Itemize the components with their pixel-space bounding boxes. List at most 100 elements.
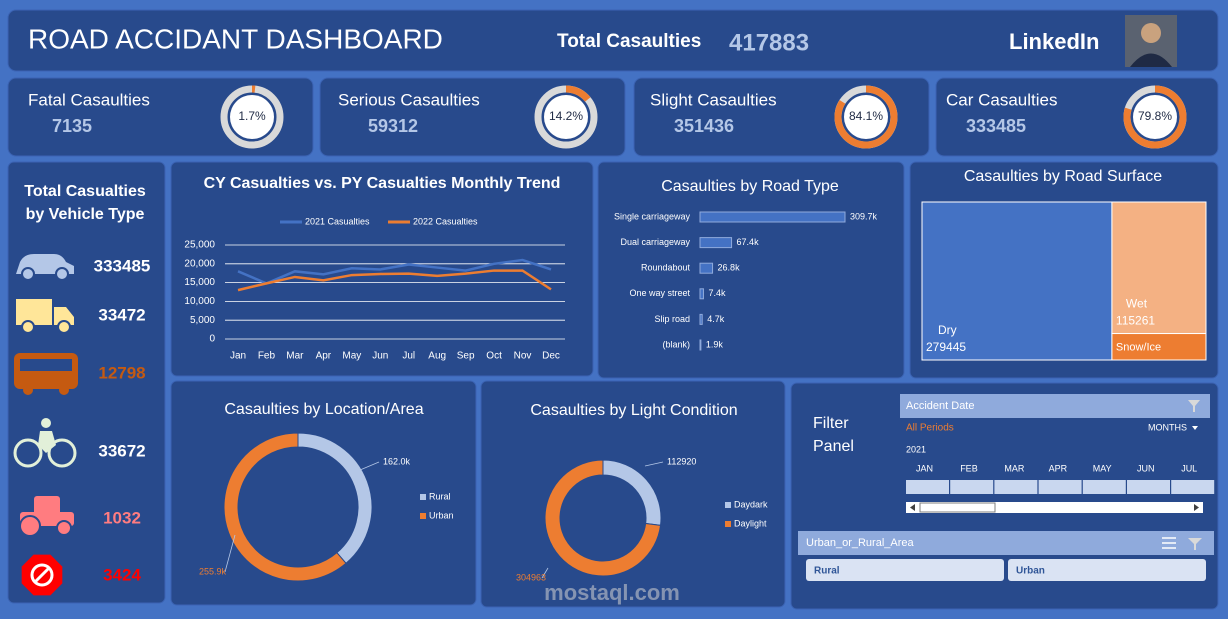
value-label: 4.7k [707,314,725,324]
kpi-value: 7135 [52,116,92,136]
vehicle-value: 33472 [98,305,145,324]
scroll-arrow[interactable] [1194,504,1199,511]
tile-label: Dry [938,323,957,337]
timeline-cell[interactable] [906,480,949,494]
x-tick-label: Apr [316,351,332,362]
legend-swatch [420,513,426,519]
y-tick-label: 10,000 [184,296,215,307]
timeline-header [900,394,1210,418]
watermark: mostaql.com [544,580,680,605]
vehicle-icon [16,299,52,325]
vehicle-icon [47,438,77,468]
kpi-ring [566,85,591,102]
kpi-value: 351436 [674,116,734,136]
legend-swatch [725,521,731,527]
chart-title: Casaulties by Road Type [661,178,839,195]
clear-filter-icon[interactable] [1188,538,1202,550]
slicer-header [798,531,1214,555]
timeline-month: APR [1049,463,1068,473]
vehicle-icon [41,418,51,428]
vehicle-icon [21,320,35,334]
timeline-scrollbar[interactable] [906,502,1203,513]
value-label: 304963 [516,572,546,582]
slicer-option: Rural [814,566,840,577]
leader-line [359,461,380,471]
value-label: 26.8k [718,263,741,273]
vehicle-icon [34,496,60,516]
timeline-scroll-thumb[interactable] [919,502,996,513]
timeline-month: JUN [1137,463,1155,473]
profile-face [1141,23,1161,43]
legend-label: 2021 Casualties [305,216,370,226]
multi-select-icon[interactable] [1162,537,1176,549]
timeline-cell[interactable] [1171,480,1215,494]
vehicle-icon [38,431,56,453]
chart-title: Casaulties by Road Surface [964,168,1162,185]
total-value: 417883 [729,29,809,56]
treemap-tile [1111,333,1207,361]
kpi-label: Serious Casaulties [338,90,480,109]
timeline-level: MONTHS [1148,422,1187,432]
timeline-year: 2021 [906,444,926,454]
kpi-ring-inner [230,95,274,139]
kpi-label: Fatal Casaulties [28,90,150,109]
kpi-ring-inner [844,95,888,139]
series-line [237,258,552,285]
kpi-share: 84.1% [849,109,883,123]
vehicle-icon [30,563,54,587]
bar [699,313,703,325]
value-label: 67.4k [737,237,760,247]
timeline-month: JUL [1181,463,1197,473]
kpi-ring-inner [544,95,588,139]
value-label: 309.7k [850,211,878,221]
kpi-value: 59312 [368,116,418,136]
kpi-card [633,77,930,157]
series-line [237,269,552,292]
kpi-label: Car Casaulties [946,90,1058,109]
x-tick-label: Aug [428,351,446,362]
legend-swatch [420,494,426,500]
slicer-button[interactable] [1008,559,1206,581]
timeline-cell[interactable] [1082,480,1126,494]
slicer-button[interactable] [806,559,1004,581]
donut-slice [223,432,347,582]
timeline-cell[interactable] [994,480,1038,494]
timeline-month: FEB [960,463,978,473]
tile-label: Snow/Ice [1116,342,1161,354]
vehicle-value: 3424 [103,565,141,584]
donut-slice [544,459,662,577]
vehicle-value: 1032 [103,508,141,527]
scroll-arrow[interactable] [910,504,915,511]
tile-value: 115261 [1116,314,1155,328]
y-tick-label: 25,000 [184,240,215,251]
bar [699,237,733,249]
chart-title: Casaulties by Location/Area [224,401,423,418]
vehicle-icon [21,267,35,281]
y-tick-label: 5,000 [190,315,215,326]
timeline-title: Accident Date [906,400,974,412]
category-label: Slip road [654,314,690,324]
level-dropdown[interactable] [1192,426,1198,430]
kpi-share: 79.8% [1138,109,1172,123]
clear-filter-icon[interactable] [1188,400,1200,412]
treemap-tile [921,201,1113,361]
timeline-cell[interactable] [1127,480,1170,494]
x-tick-label: Oct [486,351,502,362]
timeline-month: MAY [1093,463,1112,473]
y-tick-label: 0 [209,334,215,345]
legend-label: Daylight [734,518,767,528]
slicer-title: Urban_or_Rural_Area [806,537,914,549]
value-label: 255.9k [199,566,227,576]
treemap-tile [1111,201,1207,335]
slicer-option: Urban [1016,566,1045,577]
header-panel [7,9,1219,72]
legend-label: 2022 Casualties [413,216,478,226]
x-tick-label: Feb [258,351,276,362]
timeline-cell[interactable] [1038,480,1082,494]
kpi-share: 14.2% [549,109,583,123]
vehicle-icon [33,566,51,584]
vehicle-icon [56,520,72,536]
timeline-cell[interactable] [950,480,994,494]
timeline-month: MAR [1004,463,1025,473]
